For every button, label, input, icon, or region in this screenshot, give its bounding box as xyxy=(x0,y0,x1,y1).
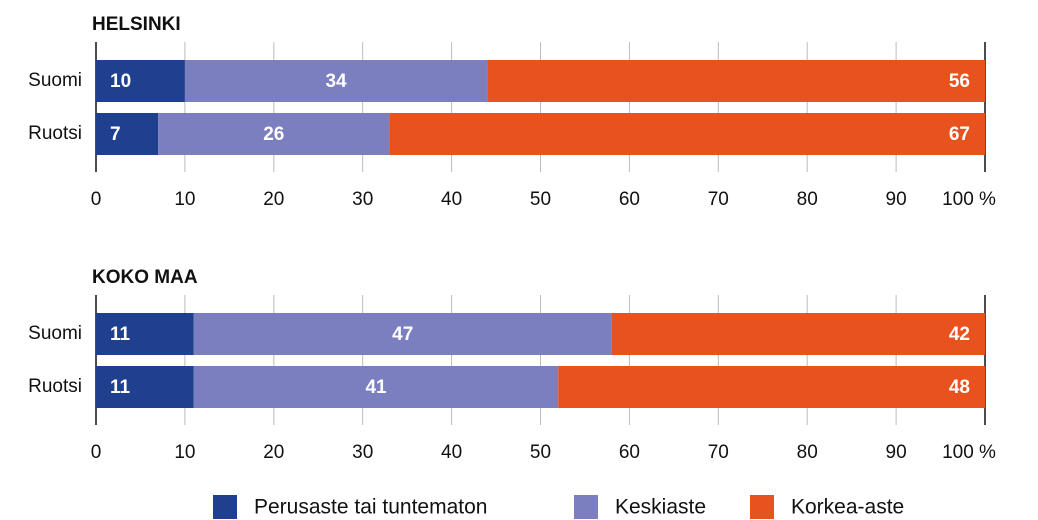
chart-title: KOKO MAA xyxy=(92,267,198,288)
x-tick-label: 80 xyxy=(797,189,818,210)
x-tick-label: 90 xyxy=(886,189,907,210)
bar-segment xyxy=(193,313,612,355)
y-tick-label: Suomi xyxy=(28,70,82,91)
x-tick-label: 0 xyxy=(91,442,102,463)
chart-title: HELSINKI xyxy=(92,14,181,35)
x-tick-label: 60 xyxy=(619,442,640,463)
legend-swatch xyxy=(574,495,598,519)
legend-swatch xyxy=(750,495,774,519)
x-tick-label: 10 xyxy=(174,442,195,463)
x-tick-label: 0 xyxy=(91,189,102,210)
x-tick-label: 40 xyxy=(441,442,462,463)
x-tick-label: 10 xyxy=(174,189,195,210)
legend-swatch xyxy=(213,495,237,519)
bar-segment xyxy=(487,60,985,102)
value-label: 7 xyxy=(110,124,121,145)
bar-segment xyxy=(193,366,559,408)
bar-segment xyxy=(96,366,194,408)
x-tick-label: 20 xyxy=(263,189,284,210)
value-label: 41 xyxy=(365,377,387,398)
x-tick-label: 30 xyxy=(352,442,373,463)
x-tick-label: 70 xyxy=(708,442,729,463)
value-label: 47 xyxy=(392,324,413,345)
y-tick-label: Ruotsi xyxy=(28,123,82,144)
x-tick-label: 70 xyxy=(708,189,729,210)
legend-label: Korkea-aste xyxy=(791,496,904,519)
x-tick-label: 30 xyxy=(352,189,373,210)
value-label: 34 xyxy=(325,71,347,92)
value-label: 10 xyxy=(110,71,131,92)
x-tick-label: 50 xyxy=(530,189,551,210)
bar-segment xyxy=(96,113,159,155)
x-tick-label: 90 xyxy=(886,442,907,463)
x-tick-label: 50 xyxy=(530,442,551,463)
value-label: 26 xyxy=(263,124,284,145)
bar-segment xyxy=(611,313,985,355)
bar-segment xyxy=(184,60,488,102)
value-label: 11 xyxy=(110,324,131,345)
y-tick-label: Ruotsi xyxy=(28,376,82,397)
value-label: 42 xyxy=(949,324,970,345)
legend-label: Perusaste tai tuntematon xyxy=(254,496,487,519)
x-tick-label: 40 xyxy=(441,189,462,210)
value-label: 56 xyxy=(949,71,970,92)
value-label: 11 xyxy=(110,377,131,398)
bar-segment xyxy=(158,113,390,155)
bar-segment xyxy=(96,60,185,102)
x-tick-label: 100 % xyxy=(942,442,996,463)
legend-label: Keskiaste xyxy=(615,496,706,519)
bar-segment xyxy=(558,366,985,408)
value-label: 48 xyxy=(949,377,970,398)
bar-segment xyxy=(389,113,985,155)
bar-segment xyxy=(96,313,194,355)
x-tick-label: 20 xyxy=(263,442,284,463)
y-tick-label: Suomi xyxy=(28,323,82,344)
value-label: 67 xyxy=(949,124,970,145)
x-tick-label: 80 xyxy=(797,442,818,463)
x-tick-label: 60 xyxy=(619,189,640,210)
x-tick-label: 100 % xyxy=(942,189,996,210)
